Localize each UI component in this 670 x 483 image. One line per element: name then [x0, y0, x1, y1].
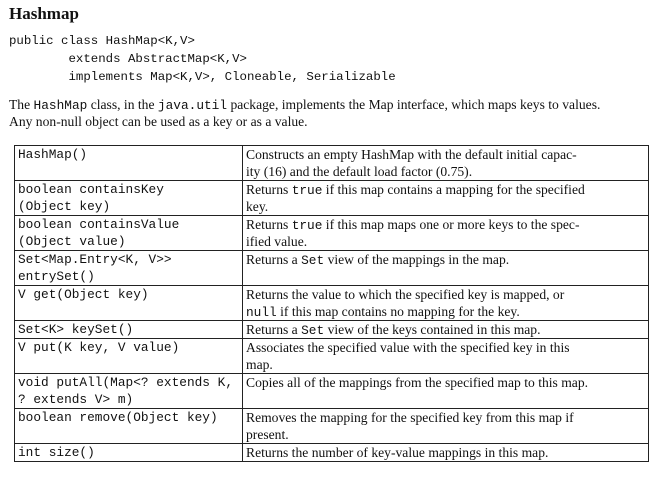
description-line: ified value. — [246, 234, 308, 249]
page-title: Hashmap — [9, 4, 79, 23]
description-line: Returns true if this map maps one or mor… — [246, 217, 580, 233]
signature-line: (Object key) — [18, 199, 111, 214]
description-line: Copies all of the mappings from the spec… — [246, 375, 589, 390]
intro-text: The — [9, 97, 34, 112]
method-signature: V get(Object key) — [14, 285, 243, 321]
description-line: map. — [246, 357, 273, 372]
method-description: Returns a Set view of the mappings in th… — [242, 250, 649, 286]
method-row: Set<K> keySet() Returns a Set view of the… — [14, 320, 649, 339]
intro-paragraph: The HashMap class, in the java.util pack… — [9, 96, 659, 130]
signature-line: int size() — [18, 445, 95, 460]
method-signature: int size() — [14, 443, 243, 462]
method-description: Removes the mapping for the specified ke… — [242, 408, 649, 444]
description-line: Returns the number of key-value mappings… — [246, 445, 549, 460]
method-row: Set<Map.Entry<K, V>> entrySet() Returns a … — [14, 250, 649, 286]
code-line: extends AbstractMap<K,V> — [9, 52, 247, 66]
description-line: null if this map contains no mapping for… — [246, 304, 520, 320]
intro-line-2: Any non-null object can be used as a key… — [9, 114, 308, 129]
method-signature: V put(K key, V value) — [14, 338, 243, 374]
description-line: ity (16) and the default load factor (0.… — [246, 164, 473, 179]
method-description: Returns true if this map contains a mapp… — [242, 180, 649, 216]
signature-line: boolean containsKey — [18, 182, 164, 197]
description-line: Returns a Set view of the mappings in th… — [246, 252, 510, 268]
code-line: public class HashMap<K,V> — [9, 34, 195, 48]
method-description: Returns a Set view of the keys contained… — [242, 320, 649, 339]
method-signature: Set<Map.Entry<K, V>> entrySet() — [14, 250, 243, 286]
method-row: V put(K key, V value) Associates the spec… — [14, 338, 649, 374]
description-line: Removes the mapping for the specified ke… — [246, 410, 574, 425]
method-row: void putAll(Map<? extends K, ? extends V>… — [14, 373, 649, 409]
description-line: Returns a Set view of the keys contained… — [246, 322, 541, 338]
method-description: Constructs an empty HashMap with the def… — [242, 145, 649, 181]
signature-line: V put(K key, V value) — [18, 340, 180, 355]
signature-line: entrySet() — [18, 269, 95, 284]
signature-line: Set<K> keySet() — [18, 322, 134, 337]
method-row: boolean containsKey (Object key) Returns t… — [14, 180, 649, 216]
method-row: HashMap() Constructs an empty HashMap wit… — [14, 145, 649, 181]
description-line: Returns true if this map contains a mapp… — [246, 182, 585, 198]
method-description: Copies all of the mappings from the spec… — [242, 373, 649, 409]
method-row: V get(Object key) Returns the value to wh… — [14, 285, 649, 321]
description-line: key. — [246, 199, 269, 214]
signature-line: ? extends V> m) — [18, 392, 134, 407]
signature-line: void putAll(Map<? extends K, — [18, 375, 234, 390]
method-row: boolean containsValue (Object value) Retur… — [14, 215, 649, 251]
description-line: Constructs an empty HashMap with the def… — [246, 147, 577, 162]
methods-table: HashMap() Constructs an empty HashMap wit… — [14, 145, 649, 462]
method-row: int size() Returns the number of key-valu… — [14, 443, 649, 462]
method-description: Returns true if this map maps one or mor… — [242, 215, 649, 251]
method-signature: boolean remove(Object key) — [14, 408, 243, 444]
method-signature: Set<K> keySet() — [14, 320, 243, 339]
description-line: Associates the specified value with the … — [246, 340, 570, 355]
signature-line: Set<Map.Entry<K, V>> — [18, 252, 172, 267]
method-signature: boolean containsKey (Object key) — [14, 180, 243, 216]
signature-line: HashMap() — [18, 147, 88, 162]
method-description: Returns the number of key-value mappings… — [242, 443, 649, 462]
intro-code-package: java.util — [157, 98, 228, 113]
intro-line-1: The HashMap class, in the java.util pack… — [9, 96, 659, 113]
method-row: boolean remove(Object key) Removes the ma… — [14, 408, 649, 444]
method-signature: boolean containsValue (Object value) — [14, 215, 243, 251]
signature-line: boolean containsValue — [18, 217, 180, 232]
signature-line: boolean remove(Object key) — [18, 410, 218, 425]
method-signature: HashMap() — [14, 145, 243, 181]
signature-line: (Object value) — [18, 234, 126, 249]
code-line: implements Map<K,V>, Cloneable, Serializ… — [9, 70, 396, 84]
intro-code-hashmap: HashMap — [33, 98, 88, 113]
description-line: Returns the value to which the specified… — [246, 287, 565, 302]
method-description: Returns the value to which the specified… — [242, 285, 649, 321]
method-description: Associates the specified value with the … — [242, 338, 649, 374]
description-line: present. — [246, 427, 289, 442]
intro-text: package, implements the Map interface, w… — [227, 97, 601, 112]
intro-text: class, in the — [87, 97, 158, 112]
method-signature: void putAll(Map<? extends K, ? extends V>… — [14, 373, 243, 409]
class-declaration-code: public class HashMap<K,V> extends Abstra… — [9, 32, 396, 86]
signature-line: V get(Object key) — [18, 287, 149, 302]
